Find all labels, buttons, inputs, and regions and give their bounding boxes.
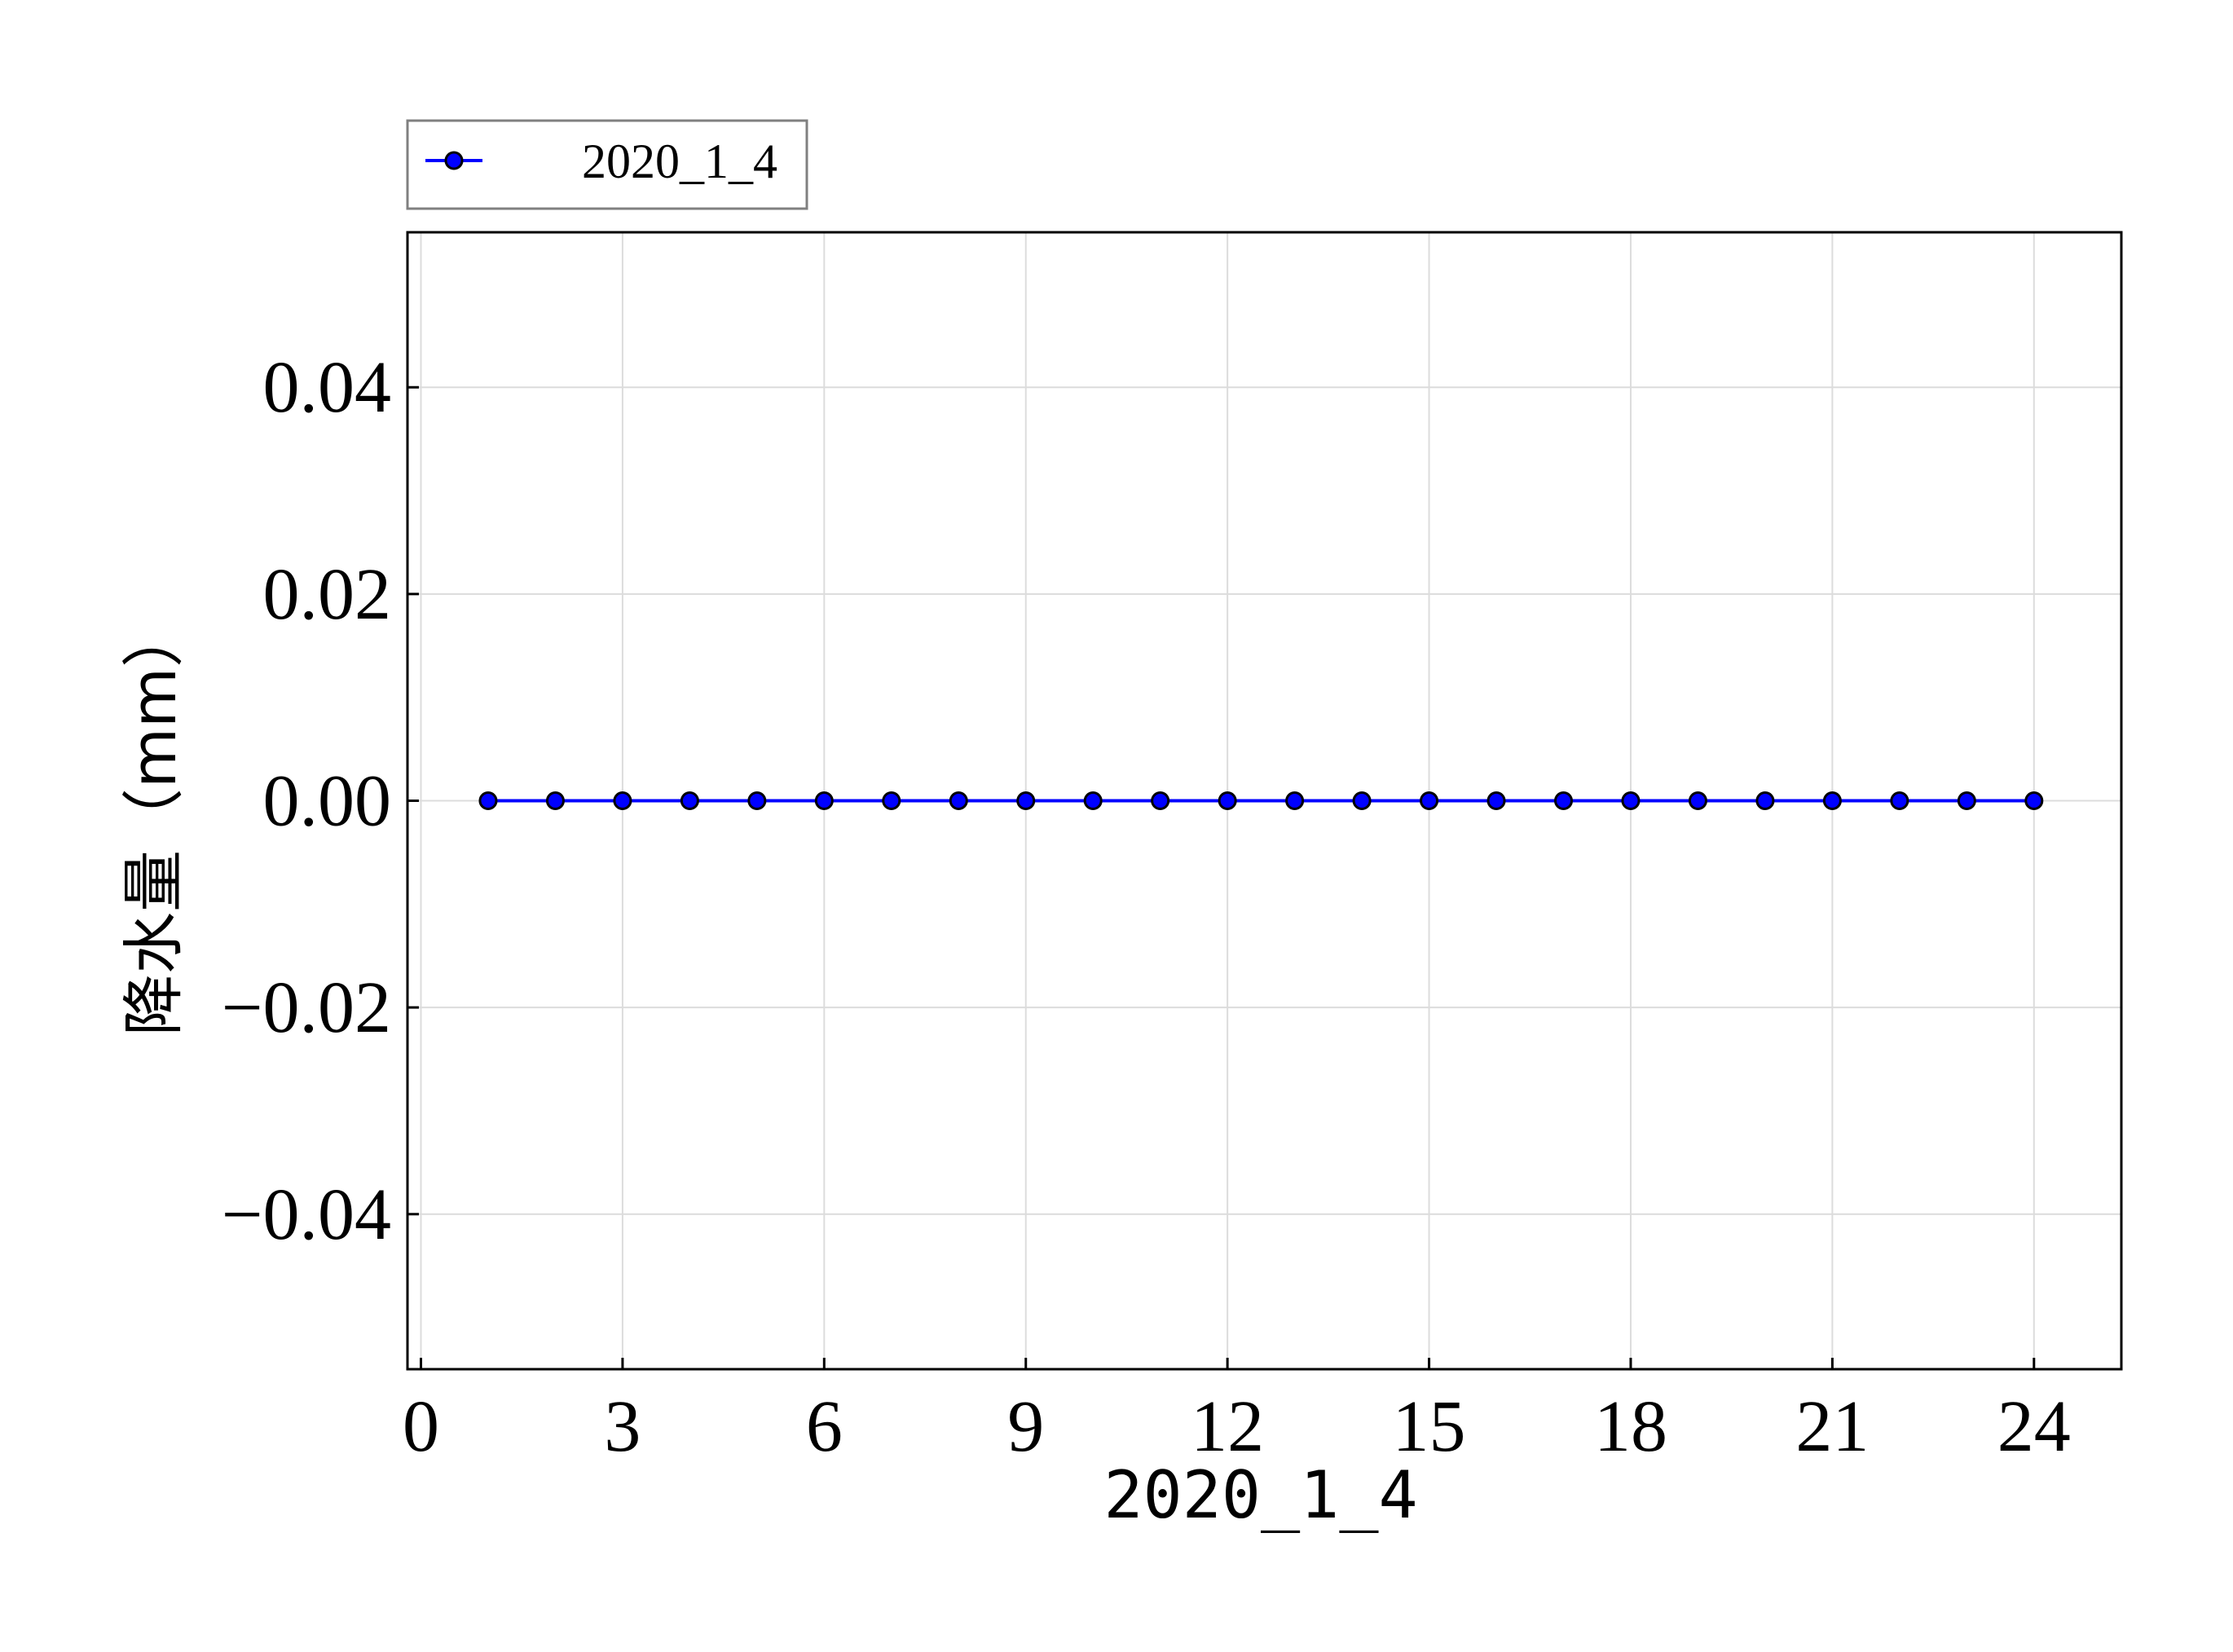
series-layer <box>478 791 2044 810</box>
plot-frame <box>406 231 2123 1371</box>
ticks <box>407 385 2036 1369</box>
data-point <box>814 791 834 810</box>
data-point <box>478 791 498 810</box>
data-point <box>1621 791 1641 810</box>
data-point <box>1755 791 1775 810</box>
x-tick-label: 24 <box>1997 1386 2071 1467</box>
data-point <box>1890 791 1909 810</box>
data-point <box>1486 791 1506 810</box>
x-tick-label: 15 <box>1393 1386 1466 1467</box>
x-tick-label: 3 <box>604 1386 641 1467</box>
data-point <box>747 791 767 810</box>
legend: 2020_1_4 <box>406 119 808 210</box>
x-tick-label: 6 <box>806 1386 843 1467</box>
data-point <box>1285 791 1305 810</box>
y-axis-label: 降水量（mm） <box>117 606 190 1036</box>
x-tick-label: 21 <box>1795 1386 1869 1467</box>
y-tick-label: 0.04 <box>263 347 392 428</box>
tick-labels: 0 3 6 9 12 15 18 21 24 −0.04 −0.02 0.00 0.02 0.04 <box>222 347 2071 1467</box>
data-point <box>1218 791 1237 810</box>
legend-marker-sample <box>444 151 464 170</box>
data-point <box>1420 791 1439 810</box>
data-point <box>1016 791 1036 810</box>
y-tick-label: 0.00 <box>263 761 392 842</box>
data-point <box>613 791 632 810</box>
data-point <box>1352 791 1372 810</box>
data-point <box>545 791 565 810</box>
data-point <box>1553 791 1573 810</box>
y-tick-label: −0.04 <box>222 1174 391 1255</box>
data-point <box>1822 791 1842 810</box>
data-point <box>680 791 699 810</box>
x-tick-label: 12 <box>1191 1386 1264 1467</box>
x-tick-label: 9 <box>1007 1386 1044 1467</box>
data-point <box>1151 791 1170 810</box>
data-point <box>882 791 901 810</box>
data-point <box>949 791 968 810</box>
y-tick-label: 0.02 <box>263 554 392 635</box>
data-point <box>1957 791 1976 810</box>
data-point <box>2024 791 2044 810</box>
legend-box <box>406 119 808 210</box>
x-tick-label: 18 <box>1594 1386 1667 1467</box>
x-tick-label: 0 <box>403 1386 439 1467</box>
legend-label: 2020_1_4 <box>582 134 777 188</box>
data-point <box>1688 791 1707 810</box>
y-tick-label: −0.02 <box>222 967 391 1048</box>
data-point <box>1083 791 1103 810</box>
x-axis-label: 2020_1_4 <box>1103 1457 1417 1533</box>
